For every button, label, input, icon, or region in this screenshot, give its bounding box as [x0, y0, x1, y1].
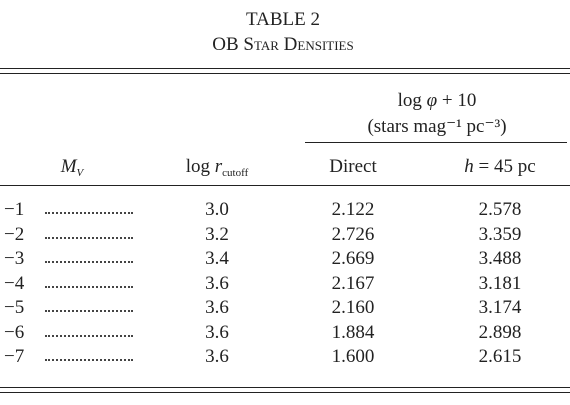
row-label: −7 [4, 346, 25, 367]
table-cell: 3.0 [205, 199, 229, 220]
spanner-symbol: φ [426, 90, 438, 111]
column-symbol: r [214, 156, 223, 177]
table-cell: 3.6 [205, 346, 229, 367]
top-rule [0, 73, 570, 74]
bottom-rule [0, 392, 570, 393]
column-symbol: h [464, 156, 474, 177]
column-sub: cutoff [222, 167, 249, 179]
row-label: −1 [4, 199, 25, 220]
row-label: −4 [4, 272, 25, 294]
column-prefix: log [185, 156, 211, 177]
leader-dots [45, 261, 133, 263]
spanner-header: log φ + 10 [398, 91, 477, 110]
table-cell: 1.600 [331, 346, 375, 367]
leader-dots [45, 334, 133, 337]
spanner-suffix: + 10 [441, 90, 477, 111]
column-sub: V [76, 167, 84, 179]
row-label: −3 [4, 248, 25, 269]
table-cell: 3.6 [205, 321, 229, 343]
row-label: −5 [4, 297, 25, 318]
table-cell: 3.4 [205, 248, 229, 269]
table-cell: 3.174 [478, 297, 522, 318]
table-cell: 3.6 [205, 297, 229, 318]
table-cell: 1.884 [331, 321, 375, 343]
table-title: TABLE 2 [246, 9, 320, 30]
table-subtitle: OB Star Densities [212, 34, 354, 55]
table-cell: 3.6 [205, 272, 229, 294]
header-rule [0, 185, 570, 186]
leader-dots [45, 285, 133, 288]
bottom-rule [0, 387, 570, 388]
row-label: −6 [4, 321, 25, 343]
table-cell: 2.669 [331, 248, 375, 269]
spanner-prefix: log [397, 90, 422, 111]
top-rule [0, 68, 570, 69]
leader-dots [45, 212, 133, 214]
column-header: log rcutoff [186, 157, 249, 179]
column-symbol: M [60, 156, 77, 177]
table-cell: 2.898 [478, 321, 522, 343]
spanner-rule [305, 142, 567, 143]
leader-dots [45, 359, 133, 361]
table-cell: 3.488 [478, 248, 522, 269]
spanner-units: (stars mag⁻¹ pc⁻³) [367, 116, 507, 137]
row-label: −2 [4, 223, 25, 245]
table-cell: 2.167 [331, 272, 375, 294]
table-cell: 2.615 [478, 346, 522, 367]
column-header: MV [61, 157, 84, 179]
table-cell: 2.726 [331, 223, 375, 245]
table-cell: 2.578 [478, 199, 522, 220]
leader-dots [45, 236, 133, 239]
column-header: Direct [329, 156, 377, 177]
table-cell: 2.122 [331, 199, 375, 220]
table-cell: 2.160 [331, 297, 375, 318]
column-suffix: = 45 pc [478, 156, 536, 177]
table-cell: 3.181 [478, 272, 522, 294]
table-cell: 3.359 [478, 223, 522, 245]
leader-dots [45, 310, 133, 312]
table-cell: 3.2 [205, 223, 229, 245]
column-header: h = 45 pc [464, 157, 535, 176]
